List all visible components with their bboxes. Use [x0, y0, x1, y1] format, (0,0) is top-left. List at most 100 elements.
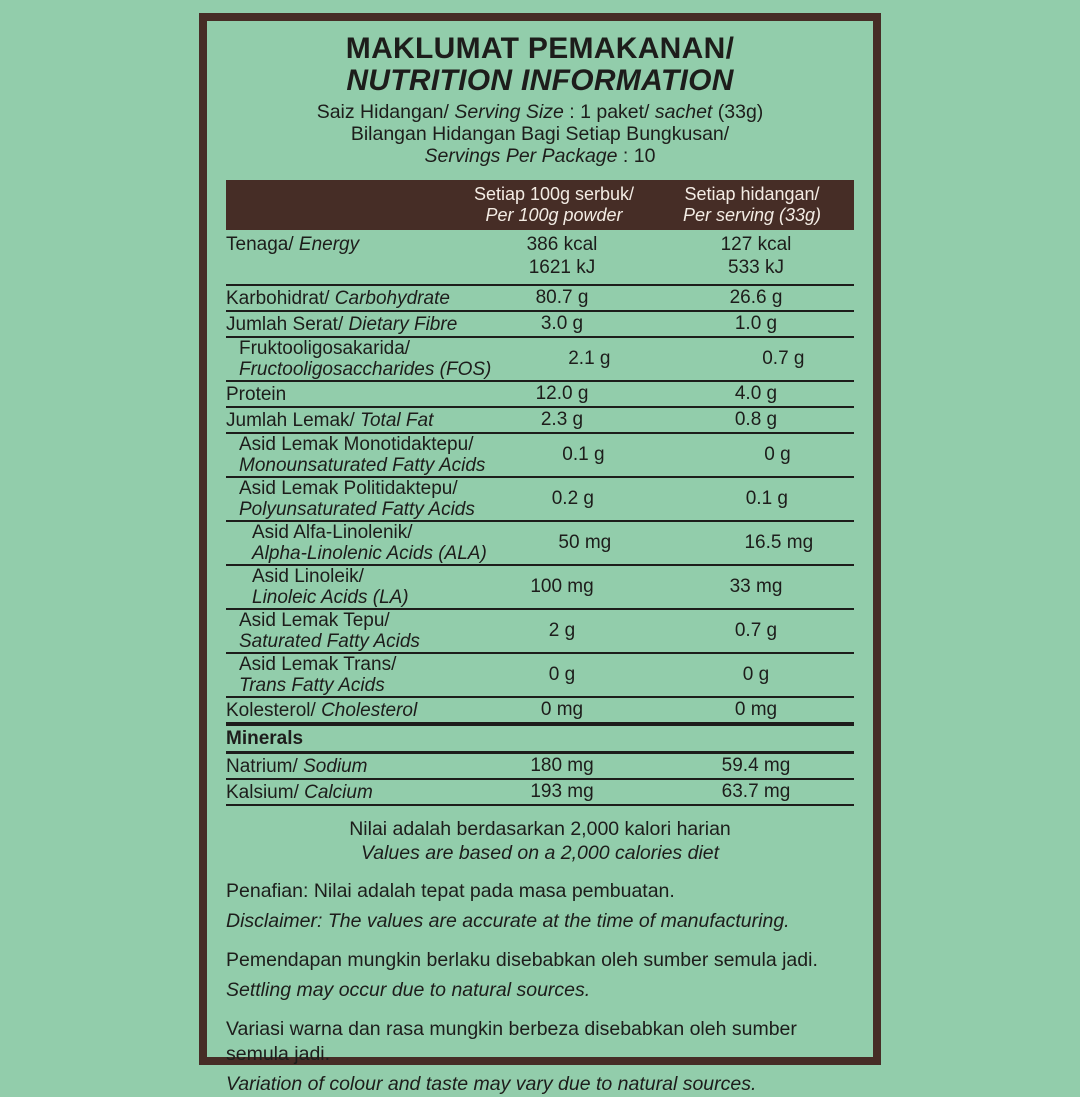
variation-paragraph: Variasi warna dan rasa mungkin berbeza d… [226, 1017, 854, 1097]
nutrient-name-my: Karbohidrat/ [226, 287, 330, 309]
table-row-protein: Protein 12.0 g 4.0 g [226, 382, 854, 408]
nutrient-name-my: Jumlah Lemak/ [226, 409, 355, 431]
value-per-100g: 193 mg [530, 781, 594, 802]
label-content: MAKLUMAT PEMAKANAN/ NUTRITION INFORMATIO… [207, 33, 873, 1097]
serving-size-line: Saiz Hidangan/ Serving Size : 1 paket/ s… [316, 101, 764, 123]
disclaimer-paragraph: Penafian: Nilai adalah tepat pada masa p… [226, 879, 854, 934]
value-per-100g: 180 mg [530, 755, 594, 776]
nutrient-name-my: Kolesterol/ [226, 699, 316, 721]
disclaimer-my: Penafian: Nilai adalah tepat pada masa p… [226, 880, 675, 902]
value-per-100g: 0 g [548, 664, 576, 685]
table-row-cholesterol: Kolesterol/ Cholesterol 0 mg 0 mg [226, 698, 854, 726]
nutrient-name-my: Jumlah Serat/ [226, 313, 344, 335]
nutrient-name-en: Fructooligosaccharides (FOS) [239, 359, 492, 380]
nutrient-name-my: Asid Lemak Trans/ [239, 654, 397, 675]
settling-en: Settling may occur due to natural source… [226, 979, 591, 1001]
nutrient-name-my: Tenaga/ [226, 234, 294, 255]
table-row-total-fat: Jumlah Lemak/ Total Fat 2.3 g 0.8 g [226, 408, 854, 434]
table-row-monounsaturated: Asid Lemak Monotidaktepu/Monounsaturated… [226, 434, 854, 478]
value-per-serving: 1.0 g [734, 313, 778, 334]
value-per-serving: 0.7 g [734, 620, 778, 641]
calorie-note-en: Values are based on a 2,000 calories die… [360, 842, 720, 864]
table-row-la: Asid Linoleik/Linoleic Acids (LA) 100 mg… [226, 566, 854, 610]
label-title: MAKLUMAT PEMAKANAN/ NUTRITION INFORMATIO… [226, 33, 854, 97]
value-per-serving: 4.0 g [734, 383, 778, 404]
nutrient-name-en: Energy [298, 234, 360, 255]
nutrient-name-my: Asid Lemak Politidaktepu/ [239, 478, 458, 499]
value-per-100g: 0.2 g [551, 488, 594, 509]
nutrient-name-en: Trans Fatty Acids [239, 675, 385, 696]
value-per-serving: 0.7 g [762, 348, 805, 369]
value-per-100g: 3.0 g [540, 313, 584, 334]
value-per-serving: 63.7 mg [721, 781, 791, 802]
value-per-100g: 0.1 g [562, 444, 605, 465]
value-per-100g: 2.1 g [568, 348, 611, 369]
value-per-100g: 100 mg [530, 576, 594, 597]
settling-paragraph: Pemendapan mungkin berlaku disebabkan ol… [226, 948, 854, 1003]
table-section-minerals: Minerals [226, 726, 854, 754]
value-per-serving: 0.1 g [745, 488, 788, 509]
title-malay: MAKLUMAT PEMAKANAN/ [345, 32, 735, 65]
value-per-serving: 59.4 mg [721, 755, 791, 776]
nutrition-table: Setiap 100g serbuk/ Per 100g powder Seti… [226, 180, 854, 806]
table-row-ala: Asid Alfa-Linolenik/Alpha-Linolenic Acid… [226, 522, 854, 566]
serving-info: Saiz Hidangan/ Serving Size : 1 paket/ s… [226, 101, 854, 167]
nutrient-name-en: Alpha-Linolenic Acids (ALA) [252, 543, 487, 564]
servings-per-package-english: Servings Per Package : 10 [424, 145, 656, 167]
table-row-calcium: Kalsium/ Calcium 193 mg 63.7 mg [226, 780, 854, 806]
nutrient-name-en: Carbohydrate [334, 287, 450, 309]
value-per-100g: 50 mg [558, 532, 612, 553]
value-per-serving: 33 mg [729, 576, 783, 597]
table-row-sodium: Natrium/ Sodium 180 mg 59.4 mg [226, 754, 854, 780]
table-header-bar: Setiap 100g serbuk/ Per 100g powder Seti… [226, 180, 854, 230]
value-per-serving: 0 g [764, 444, 791, 465]
value-per-serving: 127 kcal 533 kJ [720, 234, 792, 278]
header-per-serving: Setiap hidangan/ Per serving (33g) [682, 184, 822, 225]
nutrient-name-my: Asid Lemak Tepu/ [239, 610, 390, 631]
nutrient-name-my: Fruktooligosakarida/ [239, 338, 411, 359]
calorie-note-my: Nilai adalah berdasarkan 2,000 kalori ha… [349, 818, 731, 840]
table-row-fos: Fruktooligosakarida/Fructooligosaccharid… [226, 338, 854, 382]
nutrient-name-my: Asid Alfa-Linolenik/ [252, 522, 413, 543]
value-per-100g: 2 g [548, 620, 576, 641]
value-per-serving: 0.8 g [734, 409, 778, 430]
nutrient-name-my: Asid Linoleik/ [252, 566, 364, 587]
value-per-100g: 0 mg [540, 699, 584, 720]
value-per-100g: 80.7 g [535, 287, 589, 308]
nutrient-name-my: Asid Lemak Monotidaktepu/ [239, 434, 474, 455]
table-row-saturated: Asid Lemak Tepu/Saturated Fatty Acids 2 … [226, 610, 854, 654]
table-row-carbohydrate: Karbohidrat/ Carbohydrate 80.7 g 26.6 g [226, 286, 854, 312]
title-english: NUTRITION INFORMATION [346, 64, 734, 97]
nutrient-name-en: Dietary Fibre [348, 313, 458, 335]
table-row-polyunsaturated: Asid Lemak Politidaktepu/Polyunsaturated… [226, 478, 854, 522]
table-row-dietary-fibre: Jumlah Serat/ Dietary Fibre 3.0 g 1.0 g [226, 312, 854, 338]
nutrient-name-en: Sodium [303, 755, 368, 777]
settling-my: Pemendapan mungkin berlaku disebabkan ol… [226, 949, 818, 971]
table-row-energy: Tenaga/ Energy 386 kcal 1621 kJ 127 kcal… [226, 230, 854, 286]
disclaimer-en: Disclaimer: The values are accurate at t… [226, 910, 790, 932]
nutrient-name-en: Monounsaturated Fatty Acids [239, 455, 486, 476]
value-per-serving: 16.5 mg [744, 532, 814, 553]
nutrient-name-en: Cholesterol [321, 699, 418, 721]
value-per-serving: 26.6 g [729, 287, 783, 308]
nutrient-name-en: Calcium [304, 781, 373, 803]
nutrition-label-frame: MAKLUMAT PEMAKANAN/ NUTRITION INFORMATIO… [199, 13, 881, 1095]
value-per-100g: 12.0 g [535, 383, 589, 404]
section-title: Minerals [226, 728, 304, 749]
nutrient-name-en: Saturated Fatty Acids [239, 631, 420, 652]
nutrient-name-en: Linoleic Acids (LA) [252, 587, 409, 608]
header-per-100g: Setiap 100g serbuk/ Per 100g powder [473, 184, 635, 225]
variation-en: Variation of colour and taste may vary d… [226, 1073, 757, 1095]
value-per-serving: 0 mg [734, 699, 778, 720]
value-per-100g: 386 kcal 1621 kJ [526, 234, 598, 278]
nutrient-name-my: Protein [226, 383, 287, 405]
nutrient-name-my: Kalsium/ [226, 781, 299, 803]
servings-per-package-malay: Bilangan Hidangan Bagi Setiap Bungkusan/ [350, 123, 730, 145]
value-per-100g: 2.3 g [540, 409, 584, 430]
value-per-serving: 0 g [742, 664, 770, 685]
nutrient-name-my: Natrium/ [226, 755, 298, 777]
table-row-trans: Asid Lemak Trans/Trans Fatty Acids 0 g 0… [226, 654, 854, 698]
nutrient-name-en: Polyunsaturated Fatty Acids [239, 499, 475, 520]
nutrient-name-en: Total Fat [360, 409, 434, 431]
calorie-note: Nilai adalah berdasarkan 2,000 kalori ha… [226, 817, 854, 865]
